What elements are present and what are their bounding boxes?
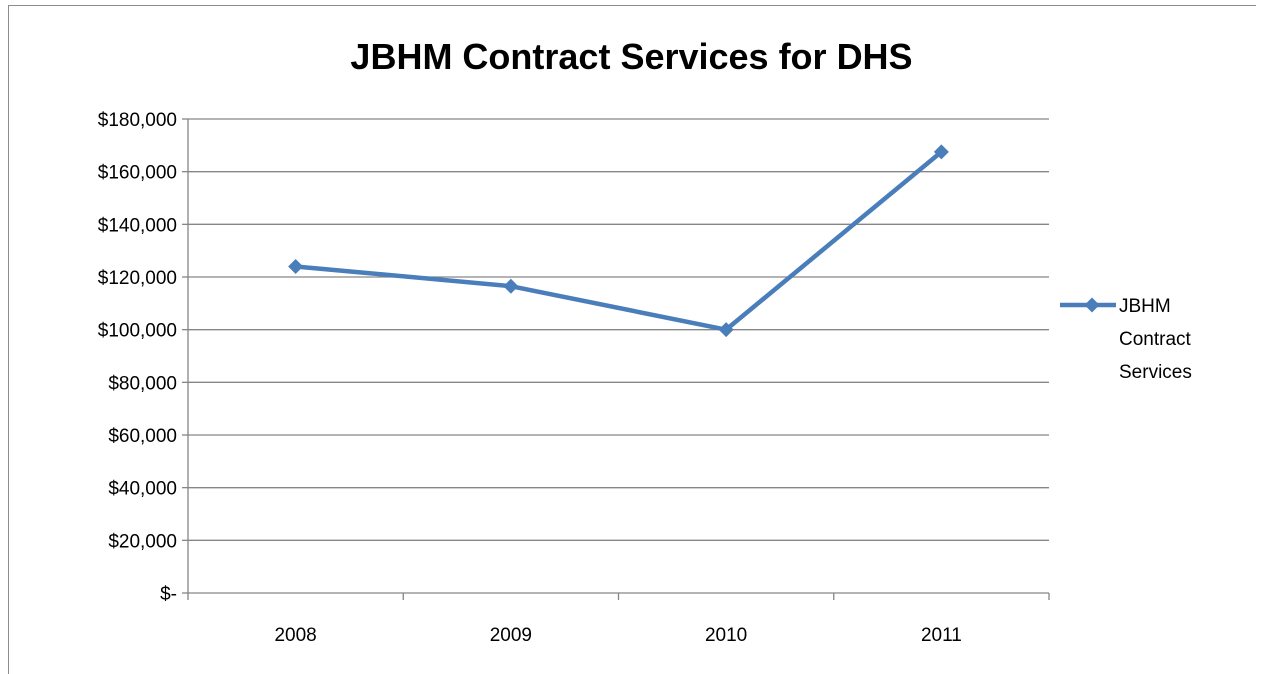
legend-marker bbox=[1084, 297, 1100, 313]
y-tick-labels: $- $20,000 $40,000 $60,000 $80,000 $100,000 $1… bbox=[98, 110, 177, 605]
data-point-marker bbox=[288, 258, 304, 274]
series-group bbox=[288, 144, 949, 338]
y-tick-label: $120,000 bbox=[98, 268, 177, 289]
data-point-marker bbox=[718, 322, 734, 338]
legend: JBHM Contract Services bbox=[1060, 296, 1192, 383]
y-tick-label: $140,000 bbox=[98, 215, 177, 236]
x-tick-labels: 2008 2009 2010 2011 bbox=[274, 625, 961, 646]
x-tick-label: 2009 bbox=[490, 625, 532, 646]
data-point-marker bbox=[503, 278, 519, 294]
x-tick-label: 2011 bbox=[921, 625, 962, 646]
y-tick-label: $60,000 bbox=[108, 426, 177, 447]
y-tick-label: $20,000 bbox=[108, 531, 177, 552]
y-tick-label: $- bbox=[160, 584, 177, 605]
x-tick-label: 2010 bbox=[705, 625, 747, 646]
legend-label: Contract bbox=[1119, 329, 1192, 350]
x-tick-label: 2008 bbox=[274, 625, 316, 646]
chart-frame bbox=[8, 5, 1256, 674]
series-line bbox=[295, 150, 943, 332]
legend-label: Services bbox=[1119, 362, 1192, 383]
y-tick-label: $80,000 bbox=[108, 373, 177, 394]
gridlines bbox=[188, 118, 1049, 541]
chart-title: JBHM Contract Services for DHS bbox=[350, 36, 913, 77]
y-tick-label: $40,000 bbox=[108, 479, 177, 500]
y-tick-label: $180,000 bbox=[98, 110, 177, 131]
axes bbox=[182, 118, 1050, 600]
y-tick-label: $100,000 bbox=[98, 321, 177, 342]
y-tick-label: $160,000 bbox=[98, 163, 177, 184]
data-point-marker bbox=[933, 144, 949, 160]
legend-label: JBHM bbox=[1119, 296, 1171, 317]
